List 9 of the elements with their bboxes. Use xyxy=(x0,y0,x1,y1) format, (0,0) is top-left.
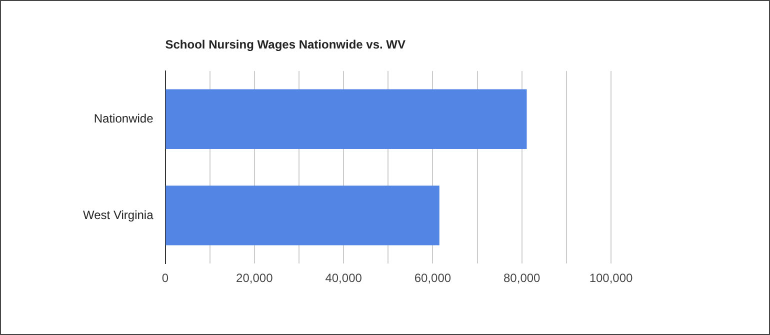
x-tick-label: 80,000 xyxy=(504,271,541,286)
x-tick-label: 0 xyxy=(162,271,169,286)
x-tick-label: 40,000 xyxy=(325,271,362,286)
y-tick-label: West Virginia xyxy=(82,208,154,222)
x-tick-label: 20,000 xyxy=(236,271,274,286)
y-tick-label: Nationwide xyxy=(94,111,154,126)
x-tick-label: 60,000 xyxy=(414,271,452,286)
x-tick-label: 100,000 xyxy=(589,271,634,286)
chart-title: School Nursing Wages Nationwide vs. WV xyxy=(165,37,406,52)
